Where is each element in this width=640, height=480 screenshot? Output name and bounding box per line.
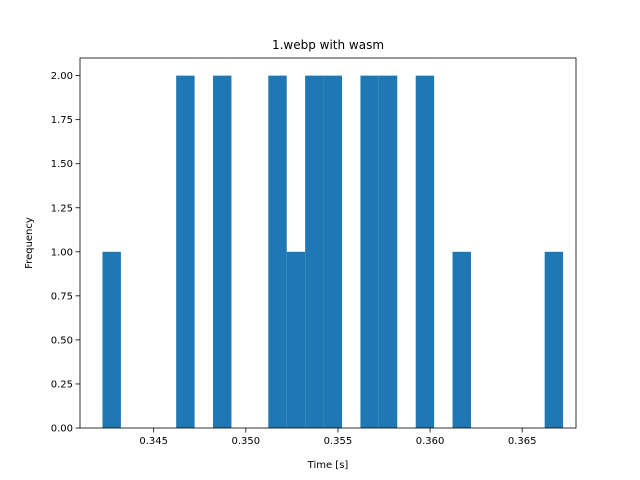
y-axis-ticks: 0.00 0.25 0.50 0.75 1.00 1.25 1.50 1.75 2.00 (51, 71, 80, 435)
histogram-bar (452, 251, 471, 428)
y-tick-label: 0.00 (51, 424, 73, 435)
y-tick-label: 0.75 (51, 291, 73, 302)
x-tick-label: 0.355 (324, 436, 353, 447)
x-axis-ticks: 0.345 0.350 0.355 0.360 0.365 (139, 428, 537, 447)
x-axis-label: Time [s] (307, 460, 349, 471)
histogram-bar (268, 75, 287, 429)
y-tick-label: 1.00 (51, 247, 73, 258)
y-tick-label: 1.25 (51, 203, 73, 214)
y-tick-label: 2.00 (51, 71, 73, 82)
y-tick-label: 0.50 (51, 335, 73, 346)
histogram-bar (286, 251, 306, 428)
histogram-bar (176, 75, 195, 429)
x-tick-label: 0.350 (232, 436, 261, 447)
histogram-bar (360, 75, 379, 429)
histogram-bar (213, 75, 232, 429)
x-tick-label: 0.365 (508, 436, 537, 447)
x-tick-label: 0.345 (139, 436, 168, 447)
plot-frame (79, 57, 577, 429)
x-tick-label: 0.360 (416, 436, 445, 447)
histogram-bar (378, 75, 398, 429)
y-axis-label: Frequency (24, 217, 35, 269)
histogram-bar (415, 75, 435, 429)
histogram-bar (544, 251, 564, 428)
y-tick-label: 1.50 (51, 159, 73, 170)
histogram-bar (305, 75, 324, 429)
y-tick-label: 1.75 (51, 115, 73, 126)
bars-group (102, 75, 564, 429)
y-tick-label: 0.25 (51, 379, 73, 390)
histogram-bar (323, 75, 342, 429)
histogram-bar (102, 251, 121, 428)
chart-title: 1.webp with wasm (272, 38, 384, 52)
